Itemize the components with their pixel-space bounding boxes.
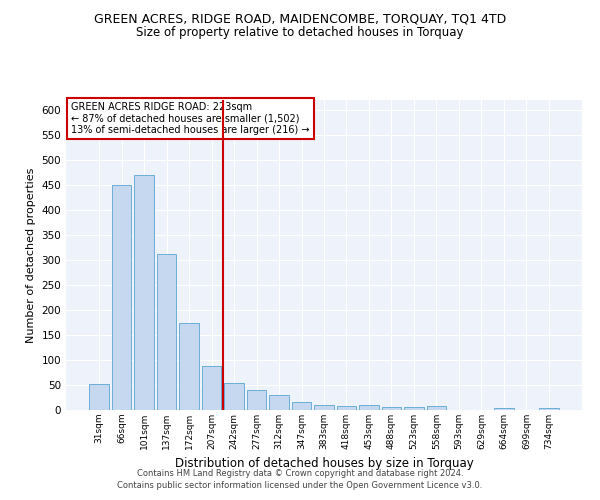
Bar xyxy=(314,405,334,410)
Bar xyxy=(494,408,514,410)
Text: Contains HM Land Registry data © Crown copyright and database right 2024.: Contains HM Land Registry data © Crown c… xyxy=(137,468,463,477)
Bar xyxy=(202,366,221,410)
Bar xyxy=(359,405,379,410)
Bar xyxy=(269,395,289,410)
Bar xyxy=(89,384,109,410)
Y-axis label: Number of detached properties: Number of detached properties xyxy=(26,168,36,342)
Bar xyxy=(427,406,446,410)
Bar xyxy=(539,408,559,410)
Bar xyxy=(404,407,424,410)
Bar xyxy=(112,185,131,410)
Bar xyxy=(157,254,176,410)
Bar xyxy=(224,382,244,410)
Text: GREEN ACRES RIDGE ROAD: 223sqm
← 87% of detached houses are smaller (1,502)
13% : GREEN ACRES RIDGE ROAD: 223sqm ← 87% of … xyxy=(71,102,310,134)
X-axis label: Distribution of detached houses by size in Torquay: Distribution of detached houses by size … xyxy=(175,458,473,470)
Text: Contains public sector information licensed under the Open Government Licence v3: Contains public sector information licen… xyxy=(118,481,482,490)
Bar xyxy=(247,390,266,410)
Text: Size of property relative to detached houses in Torquay: Size of property relative to detached ho… xyxy=(136,26,464,39)
Text: GREEN ACRES, RIDGE ROAD, MAIDENCOMBE, TORQUAY, TQ1 4TD: GREEN ACRES, RIDGE ROAD, MAIDENCOMBE, TO… xyxy=(94,12,506,26)
Bar xyxy=(179,322,199,410)
Bar xyxy=(382,407,401,410)
Bar xyxy=(292,402,311,410)
Bar xyxy=(337,406,356,410)
Bar xyxy=(134,175,154,410)
